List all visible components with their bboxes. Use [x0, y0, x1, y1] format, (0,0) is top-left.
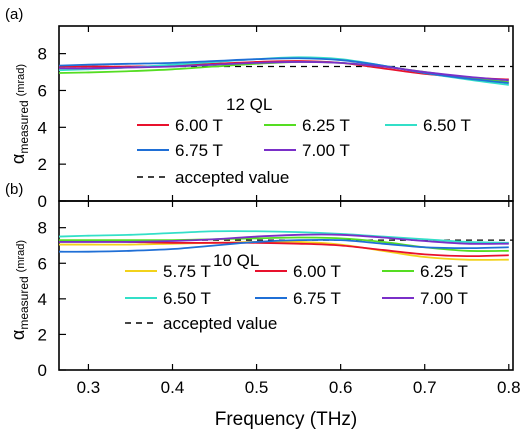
legend: 5.75 T 6.00 T 6.25 T 6.50 T 6.75 T 7.00 T acce…: [125, 262, 468, 333]
series-line-6-25-T: [58, 60, 509, 84]
legend-label: 6.00 T: [175, 116, 223, 135]
y-axis-label: αmeasured(mrad): [8, 240, 31, 340]
legend-label: 6.75 T: [293, 289, 341, 308]
x-tick-label: 0.5: [245, 378, 269, 397]
y-tick-label: 2: [38, 155, 47, 174]
panel-label: (b): [5, 181, 23, 198]
legend-label: 5.75 T: [163, 262, 211, 281]
panel-b: (b) 0 2 4 6 8 0.3 0.4 0.5 0.6 0.7 0.8 αmeasured(mrad…: [5, 181, 521, 430]
y-tick-label: 6: [38, 254, 47, 273]
series-line-6-50-T: [58, 230, 509, 244]
y-axis-label: αmeasured(mrad): [8, 64, 31, 164]
series-line-7-00-T: [58, 61, 509, 82]
legend-label: 7.00 T: [420, 289, 468, 308]
legend: 6.00 T 6.25 T 6.50 T 6.75 T 7.00 T accepted v…: [137, 116, 471, 187]
x-tick-label: 0.7: [413, 378, 437, 397]
panel-label: (a): [5, 6, 23, 23]
legend-label: 7.00 T: [302, 141, 350, 160]
sample-annotation: 12 QL: [226, 95, 272, 114]
series-line-6-75-T: [58, 238, 509, 253]
legend-label: 6.25 T: [302, 116, 350, 135]
y-tick-label: 8: [38, 45, 47, 64]
legend-label: 6.50 T: [423, 116, 471, 135]
legend-label: 6.25 T: [420, 262, 468, 281]
x-tick-label: 0.6: [329, 378, 353, 397]
plot-frame: [58, 200, 514, 371]
x-tick-label: 0.4: [161, 378, 185, 397]
sample-annotation: 10 QL: [213, 251, 259, 270]
legend-label: 6.50 T: [163, 289, 211, 308]
legend-label: 6.00 T: [293, 262, 341, 281]
x-tick-label: 0.8: [497, 378, 521, 397]
series-line-7-00-T: [58, 233, 509, 245]
y-tick-label: 0: [38, 361, 47, 380]
legend-label: accepted value: [163, 314, 277, 333]
legend-label: accepted value: [175, 168, 289, 187]
legend-label: 6.75 T: [175, 141, 223, 160]
x-tick-label: 0.3: [77, 378, 101, 397]
y-tick-label: 4: [38, 118, 47, 137]
panel-a: (a) 0 2 4 6 8 αmeasured(mrad) 12 QL6.00 T 6.25 T…: [5, 6, 514, 211]
series-line-6-75-T: [58, 57, 509, 84]
y-tick-label: 8: [38, 219, 47, 238]
y-tick-label: 6: [38, 81, 47, 100]
y-tick-label: 2: [38, 325, 47, 344]
y-tick-label: 4: [38, 290, 47, 309]
x-axis-label: Frequency (THz): [215, 409, 358, 430]
y-tick-label: 0: [38, 192, 47, 211]
